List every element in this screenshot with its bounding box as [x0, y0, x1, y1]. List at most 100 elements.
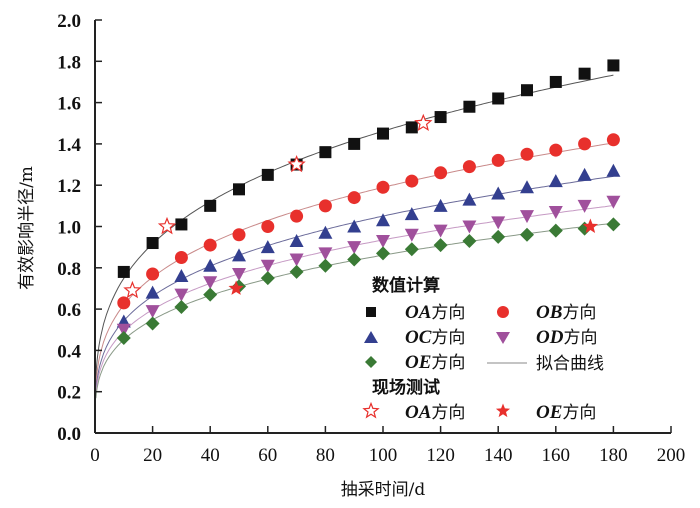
data-point	[116, 323, 131, 337]
data-point	[578, 137, 592, 151]
data-point	[606, 217, 621, 232]
legend-marker-od	[496, 332, 510, 344]
data-point	[232, 228, 246, 242]
y-tick-label: 0.8	[57, 259, 81, 280]
x-tick-label: 80	[316, 445, 335, 466]
data-point	[116, 331, 131, 346]
data-point	[491, 216, 506, 230]
data-point	[491, 186, 506, 200]
data-points	[116, 59, 621, 346]
data-point	[232, 267, 246, 281]
data-point	[376, 246, 390, 261]
data-point	[174, 250, 188, 264]
y-tick-label: 1.8	[57, 52, 81, 73]
data-point	[347, 252, 362, 267]
fit-curves	[95, 74, 614, 399]
data-point	[261, 168, 274, 181]
data-point	[606, 195, 621, 209]
data-point	[347, 219, 362, 233]
x-ticks: 0 20 40 60 80 100 120 140 160 180 200	[90, 426, 685, 466]
fit-curve	[95, 175, 614, 392]
x-tick-label: 200	[657, 445, 686, 466]
data-point	[521, 84, 533, 97]
y-tick-label: 0.2	[57, 383, 81, 404]
data-point	[582, 218, 598, 233]
data-point	[462, 233, 477, 248]
data-point	[462, 160, 476, 174]
legend-marker-oe	[365, 356, 377, 368]
data-point	[606, 163, 621, 177]
legend-marker-field-oa	[362, 401, 380, 419]
fit-curve	[95, 222, 614, 399]
data-point	[376, 180, 390, 194]
fit-curve	[95, 142, 614, 386]
data-point	[520, 180, 534, 194]
legend-group-numerical-title: 数值计算	[372, 275, 440, 296]
x-tick-label: 160	[542, 445, 571, 466]
legend-group-field-title: 现场测试	[372, 377, 440, 398]
data-point	[434, 166, 448, 180]
data-point	[117, 296, 131, 310]
data-point	[261, 220, 275, 233]
data-point	[123, 280, 142, 299]
data-point	[175, 218, 188, 231]
data-point	[204, 199, 217, 212]
data-point	[404, 228, 419, 242]
data-point	[404, 242, 419, 257]
data-point	[260, 271, 275, 286]
data-point	[347, 241, 362, 255]
data-point	[145, 285, 160, 299]
legend: 数值计算 OA方向 OB方向 OC方向 OD方向 OE方向 拟合曲线 现场测试 …	[362, 275, 604, 423]
data-point	[347, 191, 361, 205]
data-point	[492, 92, 505, 105]
y-tick-label: 1.6	[57, 94, 81, 115]
data-point	[174, 300, 189, 315]
data-point	[289, 233, 304, 247]
data-point	[318, 199, 332, 213]
data-point	[520, 147, 534, 161]
data-point	[433, 198, 448, 212]
y-tick-label: 1.0	[57, 218, 81, 239]
data-point	[348, 137, 361, 150]
data-point	[577, 167, 592, 181]
data-point	[434, 111, 447, 124]
legend-item-oc: OC方向	[405, 327, 465, 348]
y-tick-label: 1.2	[57, 176, 81, 197]
fit-curve	[95, 205, 614, 395]
data-point	[228, 280, 244, 295]
legend-item-ob: OB方向	[536, 302, 596, 323]
y-tick-label: 2.0	[57, 11, 81, 32]
data-point	[548, 174, 563, 188]
y-axis-label: 有效影响半径/m	[17, 166, 37, 290]
data-point	[578, 67, 591, 80]
data-point	[289, 253, 304, 267]
x-tick-label: 60	[258, 445, 277, 466]
data-point	[203, 258, 218, 272]
data-point	[405, 121, 418, 134]
x-tick-label: 180	[599, 445, 628, 466]
data-point	[145, 305, 160, 319]
legend-marker-oa	[366, 307, 376, 317]
x-tick-label: 20	[143, 445, 162, 466]
data-point	[376, 213, 390, 227]
data-point	[233, 183, 245, 196]
data-point	[376, 234, 390, 248]
y-tick-label: 0.4	[57, 341, 81, 362]
x-tick-label: 40	[201, 445, 220, 466]
fit-curve	[95, 74, 614, 378]
data-point	[549, 75, 562, 88]
data-point	[491, 229, 506, 244]
data-point	[260, 240, 275, 254]
data-point	[607, 59, 620, 72]
data-point	[203, 276, 218, 290]
legend-item-od: OD方向	[536, 327, 597, 348]
data-point	[290, 209, 304, 223]
data-point	[157, 216, 177, 235]
data-point	[145, 316, 160, 331]
data-point	[405, 174, 419, 188]
legend-item-oa: OA方向	[405, 302, 465, 323]
legend-marker-oc	[364, 331, 378, 343]
data-point	[433, 238, 448, 253]
legend-marker-ob	[497, 306, 509, 318]
